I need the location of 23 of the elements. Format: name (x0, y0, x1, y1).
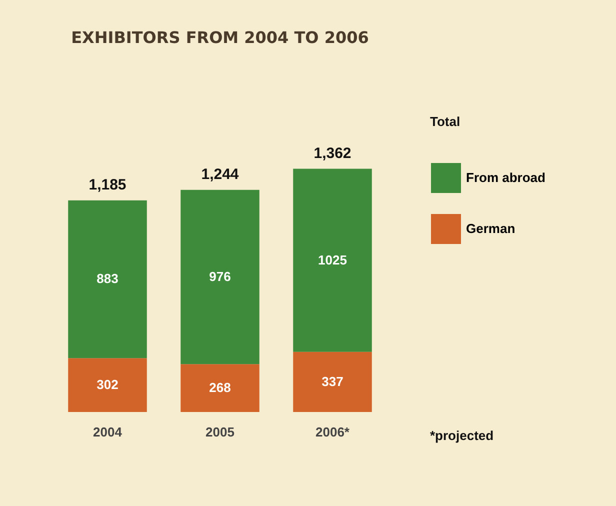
total-label: 1,244 (201, 166, 240, 183)
chart-title: EXHIBITORS FROM 2004 TO 2006 (71, 28, 369, 47)
data-label: 337 (322, 374, 344, 389)
text: *projected (430, 428, 494, 443)
x-tick-label: 2004 (93, 424, 123, 440)
data-label: 302 (96, 377, 118, 392)
bar (68, 200, 147, 358)
x-tick-label: 2006* (316, 424, 350, 440)
bar (180, 190, 260, 364)
data-label: 1025 (318, 252, 347, 268)
legend-label: From abroad (466, 170, 546, 185)
bar (293, 168, 372, 352)
total-label: 1,362 (314, 144, 352, 162)
bar (68, 358, 147, 412)
text: Total (430, 114, 460, 129)
total-label: 1,185 (88, 176, 126, 194)
x-tick-label: 2005 (206, 424, 234, 440)
data-label: 976 (209, 269, 231, 284)
legend-label: German (466, 221, 516, 236)
data-label: 268 (209, 380, 231, 396)
data-label: 883 (96, 271, 118, 286)
bar (180, 364, 260, 412)
bar (293, 352, 372, 412)
